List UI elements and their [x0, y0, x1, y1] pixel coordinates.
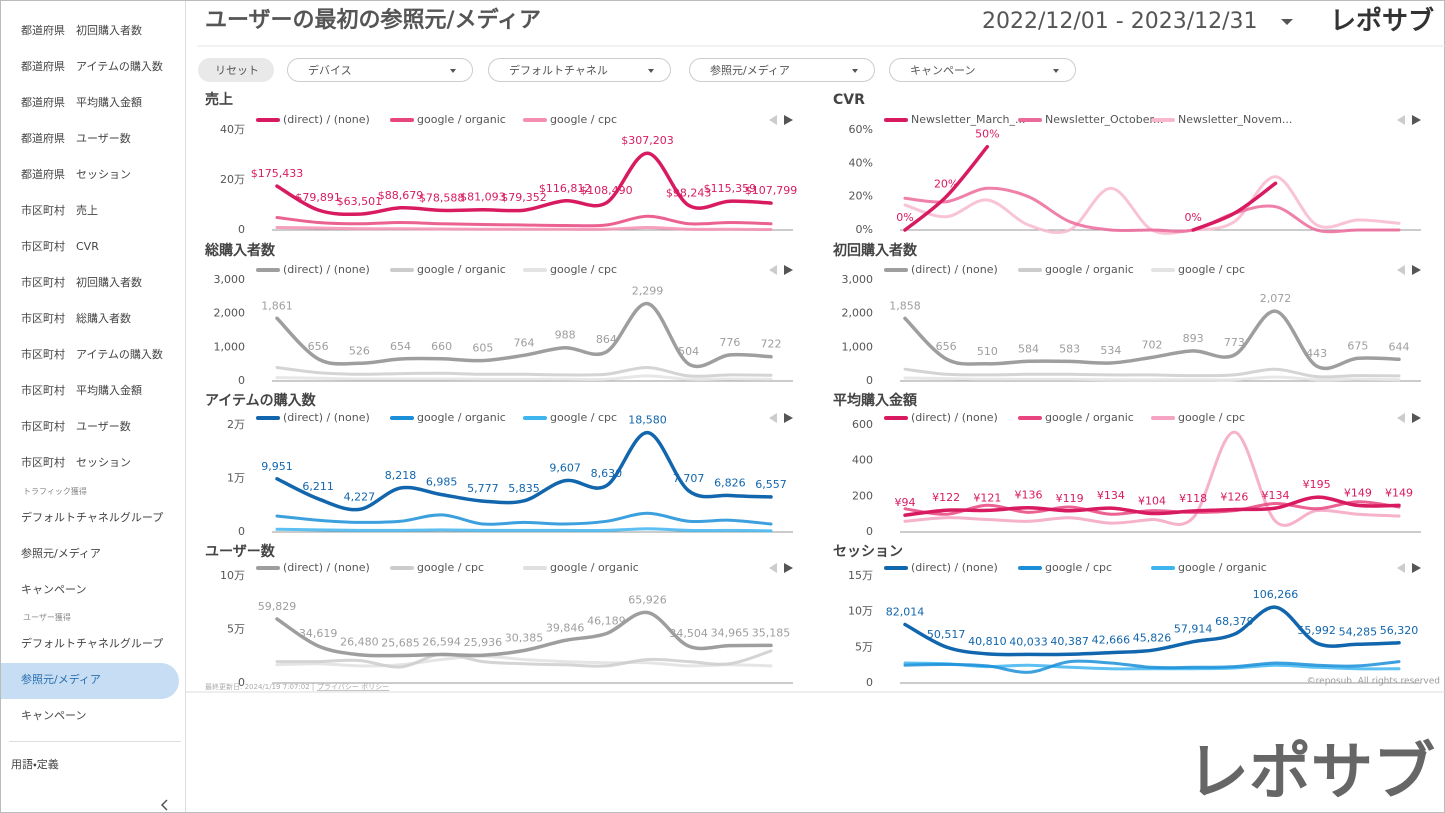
reset-button[interactable]: リセット [198, 58, 274, 82]
nav-item[interactable]: 都道府県 ユーザー数 [21, 132, 131, 145]
nav-item[interactable]: キャンペーン [21, 709, 87, 722]
nav-item[interactable]: 市区町村 CVR [21, 240, 99, 253]
nav-item[interactable]: 都道府県 アイテムの購入数 [21, 60, 163, 73]
nav-item[interactable]: 都道府県 平均購入金額 [21, 96, 142, 109]
nav-item[interactable]: 参照元/メディア [21, 673, 101, 686]
nav-item[interactable]: 市区町村 初回購入者数 [21, 276, 142, 289]
nav-item[interactable]: デフォルトチャネルグループ [21, 511, 164, 524]
nav-item[interactable]: 市区町村 平均購入金額 [21, 384, 142, 397]
dropdown-icon[interactable] [852, 69, 858, 73]
filter-dropdown[interactable]: デバイス [287, 58, 473, 82]
nav-item[interactable]: 市区町村 ユーザー数 [21, 420, 131, 433]
nav-item[interactable]: 市区町村 セッション [21, 456, 131, 469]
active-highlight [1, 663, 179, 699]
nav-item[interactable]: 用語・定義 [11, 758, 59, 771]
nav-item[interactable]: 参照元/メディア [21, 547, 101, 560]
nav-item[interactable]: デフォルトチャネルグループ [21, 637, 164, 650]
nav-item[interactable]: 市区町村 アイテムの購入数 [21, 348, 163, 361]
nav-item[interactable]: キャンペーン [21, 583, 87, 596]
nav-item[interactable]: 都道府県 初回購入者数 [21, 24, 142, 37]
dropdown-icon[interactable] [648, 69, 654, 73]
filter-dropdown[interactable]: 参照元/メディア [689, 58, 875, 82]
nav-section-title: ユーザー獲得 [23, 613, 71, 622]
nav-section-title: トラフィック獲得 [23, 487, 87, 496]
sidebar: 都道府県 初回購入者数都道府県 アイテムの購入数 都道府県 平均購入金額 都道府県 … [1, 1, 186, 812]
dropdown-icon[interactable] [1053, 69, 1059, 73]
nav-item[interactable]: 都道府県 セッション [21, 168, 131, 181]
dropdown-icon[interactable] [450, 69, 456, 73]
filter-dropdown[interactable]: キャンペーン [889, 58, 1076, 82]
filter-dropdown[interactable]: デフォルトチャネル [488, 58, 671, 82]
nav-divider [9, 741, 181, 742]
nav-item[interactable]: 市区町村 売上 [21, 204, 98, 217]
nav-item[interactable]: 市区町村 総購入者数 [21, 312, 131, 325]
